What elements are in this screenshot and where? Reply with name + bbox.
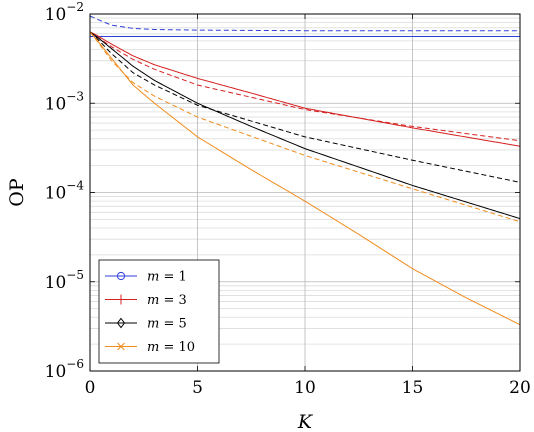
x-tick-label: 15 — [402, 378, 424, 398]
y-tick-label: 10−4 — [45, 179, 85, 204]
x-axis-title: K — [297, 411, 314, 432]
series-line-m3-dashed — [89, 31, 521, 142]
series-line-m3-solid — [89, 31, 521, 147]
series-lines — [89, 15, 521, 326]
x-tick-label: 0 — [85, 378, 96, 398]
axis-ticks: 0 5 10 15 20 10−6 10−5 10−4 10−3 10−2 — [45, 0, 531, 398]
x-tick-label: 5 — [192, 378, 203, 398]
series-line-m1-dashed — [89, 15, 520, 32]
circle-marker-icon — [116, 271, 126, 281]
diamond-marker-icon — [116, 317, 126, 329]
legend-entry-m10: m = 10 — [105, 340, 195, 355]
legend-label: m = 10 — [147, 340, 195, 355]
legend-label: m = 3 — [147, 293, 187, 308]
x-tick-label: 10 — [294, 378, 316, 398]
legend-box — [98, 259, 220, 364]
x-tick-label: 20 — [509, 378, 531, 398]
legend-entry-m5: m = 5 — [105, 317, 187, 332]
y-tick-label: 10−6 — [45, 357, 84, 382]
series-line-m10-dashed — [89, 31, 521, 223]
legend-entry-m1: m = 1 — [105, 270, 187, 285]
cross-marker-icon — [117, 342, 125, 351]
series-line-m10-solid — [89, 31, 521, 326]
y-tick-label: 10−2 — [45, 0, 84, 25]
y-tick-label: 10−3 — [45, 89, 84, 114]
legend-label: m = 1 — [147, 270, 187, 285]
y-tick-label: 10−5 — [45, 268, 84, 293]
legend-label: m = 5 — [147, 317, 187, 332]
y-axis-title: OP — [6, 178, 28, 207]
series-line-m5-dashed — [89, 31, 521, 183]
legend: m = 1 m = 3 m = 5 m = 10 — [98, 259, 220, 364]
legend-entry-m3: m = 3 — [105, 293, 187, 308]
series-line-m5-solid — [89, 31, 521, 220]
